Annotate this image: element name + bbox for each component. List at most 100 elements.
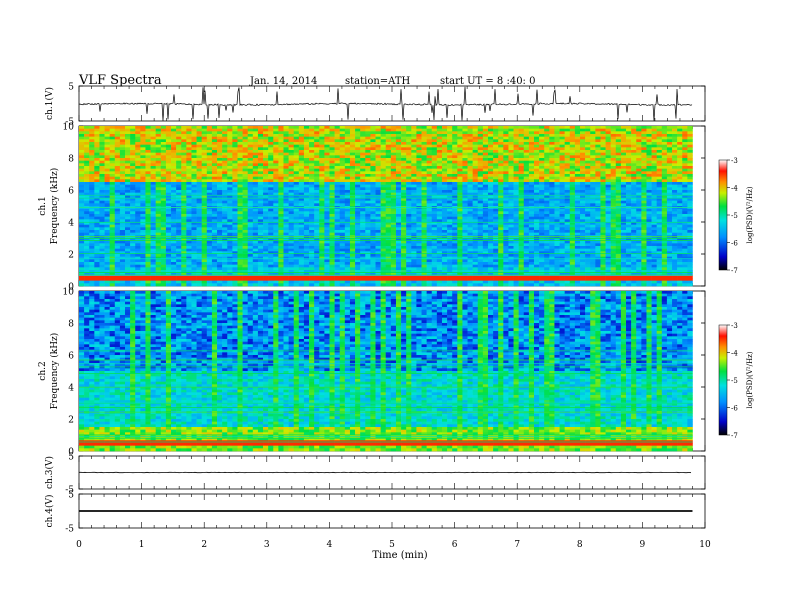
spectrogram-cell bbox=[227, 126, 233, 129]
spectrogram-cell bbox=[114, 219, 121, 223]
spectrogram-cell bbox=[263, 272, 269, 276]
spectrogram-cell bbox=[355, 222, 361, 225]
spectrogram-cell bbox=[370, 126, 376, 129]
spectrogram-cell bbox=[370, 190, 376, 193]
spectrogram-cell bbox=[355, 136, 361, 140]
spectrogram-cell bbox=[309, 150, 315, 153]
spectrogram-cell bbox=[125, 155, 131, 159]
spectrogram-cell bbox=[436, 280, 443, 284]
spectrogram-cell bbox=[441, 248, 448, 252]
spectrogram-cell bbox=[375, 152, 381, 156]
spectrogram-cell bbox=[349, 166, 356, 169]
spectrogram-cell bbox=[237, 227, 243, 231]
spectrogram-cell bbox=[298, 246, 305, 249]
spectrogram-cell bbox=[390, 195, 397, 199]
spectrogram-cell bbox=[232, 171, 238, 175]
spectrogram-cell bbox=[426, 139, 433, 143]
spectrogram-cell bbox=[186, 184, 192, 188]
spectrogram-cell bbox=[268, 246, 274, 249]
spectrogram-cell bbox=[217, 230, 223, 233]
spectrogram-cell bbox=[421, 192, 427, 196]
spectrogram-cell bbox=[145, 171, 151, 175]
spectrogram-cell bbox=[94, 158, 100, 161]
spectrogram-cell bbox=[232, 208, 238, 212]
spectrogram-cell bbox=[370, 139, 376, 143]
spectrogram-cell bbox=[339, 184, 346, 188]
spectrogram-cell bbox=[395, 155, 402, 159]
spectrogram-cell bbox=[232, 262, 238, 265]
spectrogram-cell bbox=[416, 243, 422, 247]
spectrogram-cell bbox=[155, 227, 162, 231]
spectrogram-cell bbox=[130, 190, 136, 193]
spectrogram-cell bbox=[303, 190, 310, 193]
spectrogram-cell bbox=[201, 248, 208, 252]
spectrogram-cell bbox=[150, 190, 156, 193]
spectrogram-cell bbox=[436, 270, 443, 273]
spectrogram-cell bbox=[401, 272, 407, 276]
spectrogram-cell bbox=[314, 128, 320, 132]
spectrogram-cell bbox=[160, 262, 167, 265]
spectrogram-cell bbox=[237, 254, 243, 257]
spectrogram-cell bbox=[227, 142, 233, 145]
spectrogram-cell bbox=[406, 278, 412, 281]
spectrogram-cell bbox=[109, 136, 116, 140]
spectrogram-cell bbox=[217, 163, 223, 167]
spectrogram-cell bbox=[227, 211, 233, 215]
spectrogram-cell bbox=[314, 283, 320, 287]
spectrogram-cell bbox=[324, 190, 330, 193]
spectrogram-cell bbox=[273, 163, 279, 167]
spectrogram-cell bbox=[155, 203, 162, 207]
spectrogram-cell bbox=[165, 248, 172, 252]
spectrogram-cell bbox=[181, 139, 187, 143]
spectrogram-cell bbox=[395, 126, 402, 129]
spectrogram-cell bbox=[145, 182, 151, 185]
spectrogram-cell bbox=[135, 195, 141, 199]
spectrogram-cell bbox=[355, 272, 361, 276]
spectrogram-cell bbox=[89, 176, 95, 180]
spectrogram-cell bbox=[309, 190, 315, 193]
spectrogram-cell bbox=[278, 182, 284, 185]
spectrogram-cell bbox=[385, 246, 392, 249]
spectrogram-cell bbox=[360, 152, 366, 156]
spectrogram-cell bbox=[206, 230, 213, 233]
spectrogram-cell bbox=[273, 216, 279, 220]
spectrogram-cell bbox=[344, 203, 351, 207]
spectrogram-cell bbox=[283, 198, 289, 201]
spectrogram-cell bbox=[349, 195, 356, 199]
spectrogram-cell bbox=[150, 144, 156, 148]
spectrogram-cell bbox=[441, 267, 448, 271]
spectrogram-cell bbox=[89, 128, 95, 132]
spectrogram-cell bbox=[201, 174, 208, 177]
spectrogram-cell bbox=[130, 222, 136, 225]
y-tick-label: 2 bbox=[68, 251, 74, 261]
spectrogram-cell bbox=[283, 259, 289, 263]
spectrogram-cell bbox=[273, 198, 279, 201]
spectrogram-cell bbox=[247, 144, 254, 148]
spectrogram-cell bbox=[288, 171, 295, 175]
spectrogram-cell bbox=[324, 254, 330, 257]
spectrogram-cell bbox=[140, 152, 146, 156]
spectrogram-cell bbox=[140, 195, 146, 199]
spectrogram-cell bbox=[380, 150, 387, 153]
spectrogram-cell bbox=[406, 280, 412, 284]
spectrogram-cell bbox=[140, 283, 146, 287]
spectrogram-cell bbox=[114, 136, 121, 140]
spectrogram-cell bbox=[160, 280, 167, 284]
spectrogram-cell bbox=[365, 246, 371, 249]
spectrogram-cell bbox=[176, 144, 182, 148]
spectrogram-cell bbox=[84, 259, 90, 263]
spectrogram-cell bbox=[232, 134, 238, 137]
spectrogram-cell bbox=[109, 176, 116, 180]
spectrogram-cell bbox=[201, 158, 208, 161]
spectrogram-cell bbox=[109, 142, 116, 145]
spectrogram-cell bbox=[390, 240, 397, 244]
spectrogram-cell bbox=[217, 259, 223, 263]
spectrogram-cell bbox=[370, 238, 376, 241]
spectrogram-cell bbox=[140, 248, 146, 252]
spectrogram-cell bbox=[421, 139, 427, 143]
spectrogram-cell bbox=[155, 251, 162, 255]
spectrogram-cell bbox=[191, 150, 197, 153]
spectrogram-cell bbox=[365, 256, 371, 260]
spectrogram-cell bbox=[319, 174, 325, 177]
spectrogram-cell bbox=[349, 254, 356, 257]
